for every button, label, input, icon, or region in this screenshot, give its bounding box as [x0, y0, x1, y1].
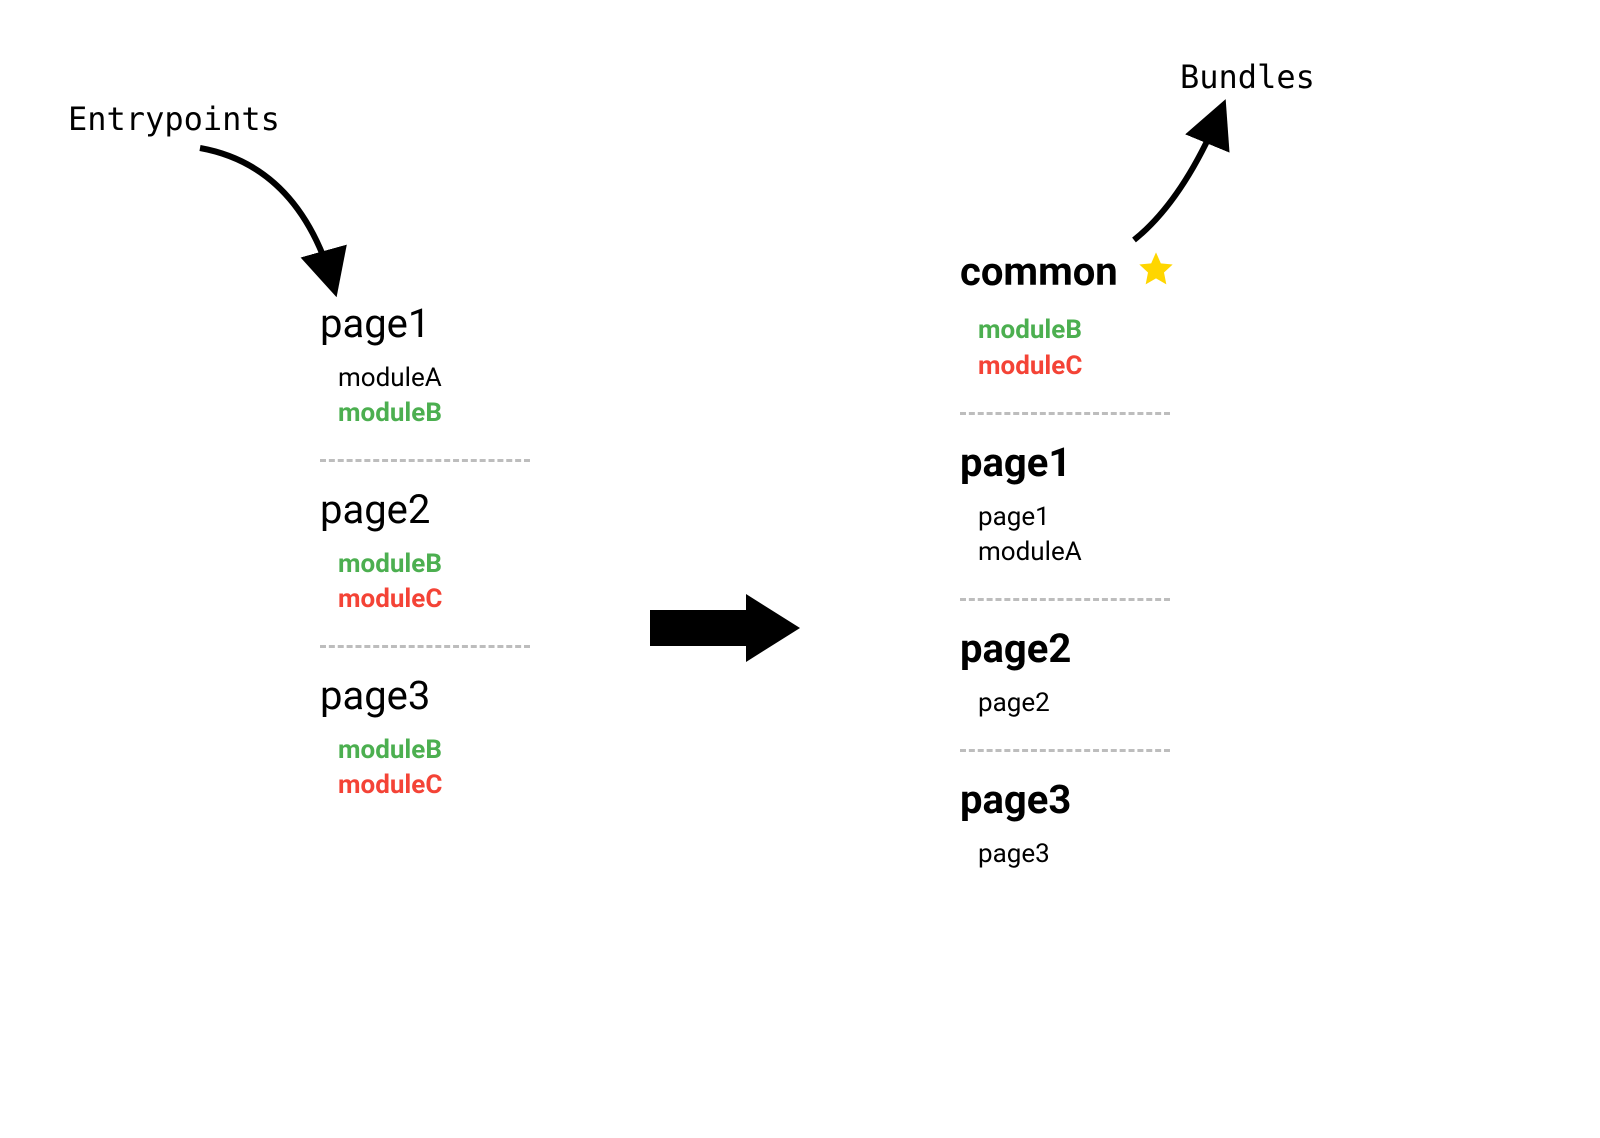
- bundle-group-page3: page3 page3: [960, 776, 1176, 872]
- module-item: moduleB: [338, 396, 530, 431]
- module-item: page3: [978, 837, 1176, 872]
- module-list: moduleA moduleB: [338, 361, 530, 431]
- group-title: page3: [960, 776, 1176, 823]
- group-title: page2: [960, 625, 1176, 672]
- module-item: moduleB: [978, 313, 1176, 348]
- group-title: page1: [320, 300, 530, 347]
- module-list: moduleB moduleC: [338, 733, 530, 803]
- module-list: page3: [978, 837, 1176, 872]
- group-divider: [320, 645, 530, 648]
- group-divider: [960, 412, 1170, 415]
- bundles-column: common moduleB moduleC page1 page1 modul…: [960, 248, 1176, 872]
- entrypoint-group-page3: page3 moduleB moduleC: [320, 672, 530, 803]
- module-item: moduleB: [338, 547, 530, 582]
- module-list: moduleB moduleC: [338, 547, 530, 617]
- module-list: moduleB moduleC: [978, 313, 1176, 383]
- group-divider: [960, 598, 1170, 601]
- bundle-group-common: common moduleB moduleC: [960, 248, 1176, 384]
- module-item: moduleA: [338, 361, 530, 396]
- bundle-group-page1: page1 page1 moduleA: [960, 439, 1176, 570]
- entrypoint-group-page1: page1 moduleA moduleB: [320, 300, 530, 431]
- group-title: page3: [320, 672, 530, 719]
- module-item: moduleC: [978, 349, 1176, 384]
- module-list: page2: [978, 686, 1176, 721]
- bundle-group-page2: page2 page2: [960, 625, 1176, 721]
- star-icon: [1136, 249, 1176, 299]
- curve-arrow-left: [0, 0, 1600, 1138]
- entrypoints-column: page1 moduleA moduleB page2 moduleB modu…: [320, 300, 530, 804]
- center-arrow-icon: [650, 594, 800, 662]
- group-divider: [320, 459, 530, 462]
- module-item: page2: [978, 686, 1176, 721]
- group-divider: [960, 749, 1170, 752]
- group-title: page2: [320, 486, 530, 533]
- group-title-text: common: [960, 248, 1118, 295]
- entrypoints-label: Entrypoints: [68, 100, 280, 138]
- module-item: moduleB: [338, 733, 530, 768]
- module-item: moduleC: [338, 582, 530, 617]
- module-list: page1 moduleA: [978, 500, 1176, 570]
- entrypoint-group-page2: page2 moduleB moduleC: [320, 486, 530, 617]
- module-item: page1: [978, 500, 1176, 535]
- module-item: moduleC: [338, 768, 530, 803]
- module-item: moduleA: [978, 535, 1176, 570]
- group-title: page1: [960, 439, 1176, 486]
- bundles-label: Bundles: [1180, 58, 1315, 96]
- curve-arrow-right: [0, 0, 1600, 1138]
- group-title: common: [960, 248, 1176, 299]
